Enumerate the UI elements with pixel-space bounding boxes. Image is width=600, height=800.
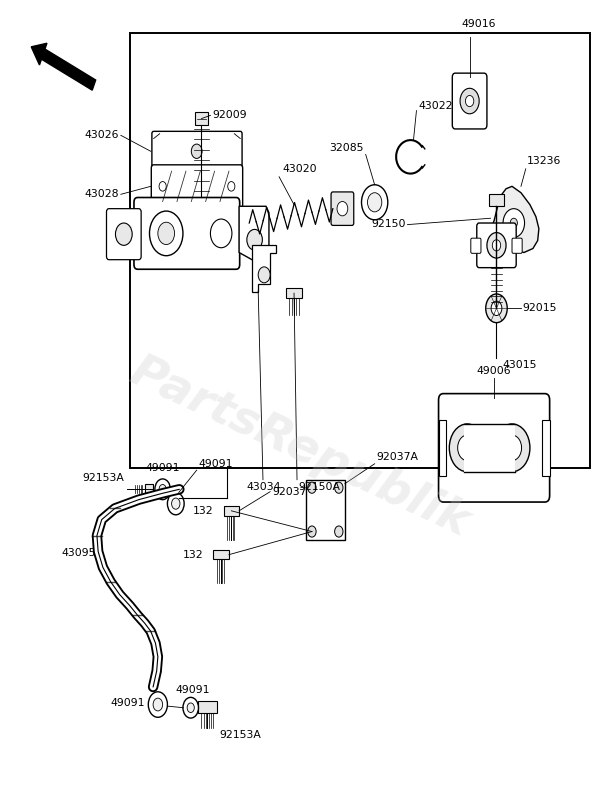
Text: 43020: 43020 bbox=[282, 164, 317, 174]
Circle shape bbox=[148, 692, 167, 718]
Text: 43022: 43022 bbox=[419, 101, 454, 110]
Text: 92009: 92009 bbox=[212, 110, 247, 120]
Text: 49016: 49016 bbox=[461, 19, 496, 30]
FancyBboxPatch shape bbox=[477, 223, 516, 268]
Circle shape bbox=[228, 182, 235, 191]
Circle shape bbox=[155, 479, 170, 500]
Circle shape bbox=[466, 95, 474, 106]
Circle shape bbox=[458, 435, 477, 461]
Circle shape bbox=[308, 526, 316, 537]
Text: 92015: 92015 bbox=[523, 303, 557, 314]
Text: 49091: 49091 bbox=[110, 698, 145, 708]
Text: 132: 132 bbox=[182, 550, 203, 560]
Bar bbox=[490, 194, 503, 206]
Circle shape bbox=[491, 301, 502, 315]
Bar bbox=[195, 112, 208, 125]
FancyArrow shape bbox=[31, 43, 95, 90]
Bar bbox=[214, 550, 229, 559]
Circle shape bbox=[187, 703, 194, 713]
Circle shape bbox=[211, 219, 232, 248]
Circle shape bbox=[149, 211, 183, 256]
Bar bbox=[224, 506, 239, 515]
Text: 49091: 49091 bbox=[199, 458, 233, 469]
Circle shape bbox=[247, 230, 262, 250]
FancyBboxPatch shape bbox=[107, 209, 141, 260]
Circle shape bbox=[494, 424, 530, 472]
Circle shape bbox=[335, 482, 343, 494]
Circle shape bbox=[308, 482, 316, 494]
FancyBboxPatch shape bbox=[331, 192, 354, 226]
FancyBboxPatch shape bbox=[471, 238, 481, 254]
Text: PartsRepublik: PartsRepublik bbox=[124, 350, 476, 546]
Circle shape bbox=[460, 88, 479, 114]
Text: 92037: 92037 bbox=[272, 486, 307, 497]
Circle shape bbox=[159, 485, 166, 494]
Bar bbox=[464, 424, 515, 472]
Circle shape bbox=[502, 435, 521, 461]
Text: 49006: 49006 bbox=[477, 366, 511, 376]
Text: 132: 132 bbox=[193, 506, 214, 516]
Text: 32085: 32085 bbox=[329, 143, 364, 153]
Text: 49091: 49091 bbox=[145, 463, 180, 474]
Circle shape bbox=[258, 267, 270, 283]
Circle shape bbox=[172, 498, 180, 510]
Bar bbox=[145, 484, 153, 495]
FancyBboxPatch shape bbox=[134, 198, 239, 270]
FancyBboxPatch shape bbox=[452, 73, 487, 129]
FancyBboxPatch shape bbox=[152, 131, 242, 171]
Circle shape bbox=[153, 698, 163, 711]
Bar bbox=[198, 702, 217, 713]
Polygon shape bbox=[252, 245, 276, 292]
Text: 92150: 92150 bbox=[371, 219, 406, 229]
Circle shape bbox=[159, 182, 166, 191]
Text: 43028: 43028 bbox=[85, 190, 119, 199]
Bar bbox=[542, 420, 550, 476]
Text: 13236: 13236 bbox=[527, 157, 562, 166]
Circle shape bbox=[486, 294, 507, 322]
Circle shape bbox=[487, 233, 506, 258]
Polygon shape bbox=[239, 206, 269, 261]
Bar bbox=[130, 34, 590, 468]
Circle shape bbox=[115, 223, 132, 246]
Circle shape bbox=[191, 144, 202, 158]
Bar bbox=[306, 480, 345, 539]
Bar bbox=[439, 420, 446, 476]
Text: 92150A: 92150A bbox=[299, 482, 341, 492]
Circle shape bbox=[493, 240, 500, 251]
Circle shape bbox=[183, 698, 199, 718]
Circle shape bbox=[367, 193, 382, 212]
Bar bbox=[286, 288, 302, 298]
Text: 43026: 43026 bbox=[85, 130, 119, 140]
Circle shape bbox=[362, 185, 388, 220]
FancyBboxPatch shape bbox=[512, 238, 522, 254]
Text: 43015: 43015 bbox=[502, 360, 537, 370]
Circle shape bbox=[167, 493, 184, 515]
Polygon shape bbox=[491, 186, 539, 253]
Text: 92153A: 92153A bbox=[83, 473, 124, 483]
Text: 43034: 43034 bbox=[247, 482, 281, 492]
Text: 92153A: 92153A bbox=[220, 730, 261, 740]
Circle shape bbox=[158, 222, 175, 245]
FancyBboxPatch shape bbox=[151, 165, 242, 208]
Circle shape bbox=[449, 424, 485, 472]
Circle shape bbox=[335, 526, 343, 537]
Circle shape bbox=[510, 218, 517, 228]
Circle shape bbox=[337, 202, 348, 216]
Circle shape bbox=[503, 209, 524, 238]
Text: 43095: 43095 bbox=[61, 548, 96, 558]
Text: 92037A: 92037A bbox=[376, 452, 418, 462]
Text: 49091: 49091 bbox=[175, 685, 210, 695]
FancyBboxPatch shape bbox=[439, 394, 550, 502]
